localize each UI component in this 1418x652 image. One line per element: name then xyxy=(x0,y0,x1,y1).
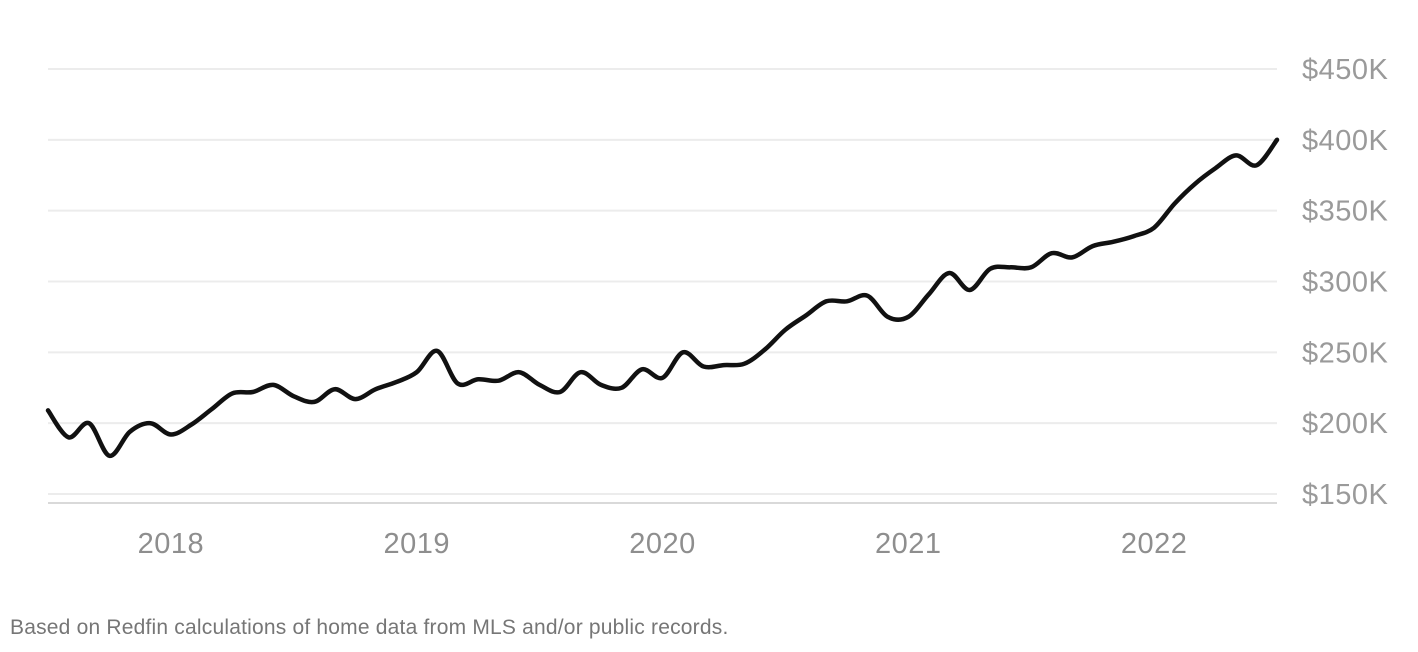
x-tick-label: 2020 xyxy=(629,528,696,560)
y-tick-label: $200K xyxy=(1302,408,1389,440)
price-line xyxy=(45,137,1280,459)
x-tick-label: 2018 xyxy=(138,528,205,560)
y-tick-label: $450K xyxy=(1302,54,1389,86)
price-line-chart: $450K $400K $350K $300K $250K $200K $150K 2018 2… xyxy=(45,54,1389,560)
y-tick-label: $300K xyxy=(1302,267,1389,299)
x-tick-label: 2021 xyxy=(875,528,942,560)
chart-footnote: Based on Redfin calculations of home dat… xyxy=(10,616,729,639)
y-tick-label: $350K xyxy=(1302,196,1389,228)
x-tick-label: 2022 xyxy=(1121,528,1188,560)
y-tick-label: $400K xyxy=(1302,125,1389,157)
x-tick-label: 2019 xyxy=(383,528,450,560)
y-tick-label: $150K xyxy=(1302,479,1389,511)
y-tick-label: $250K xyxy=(1302,337,1389,369)
